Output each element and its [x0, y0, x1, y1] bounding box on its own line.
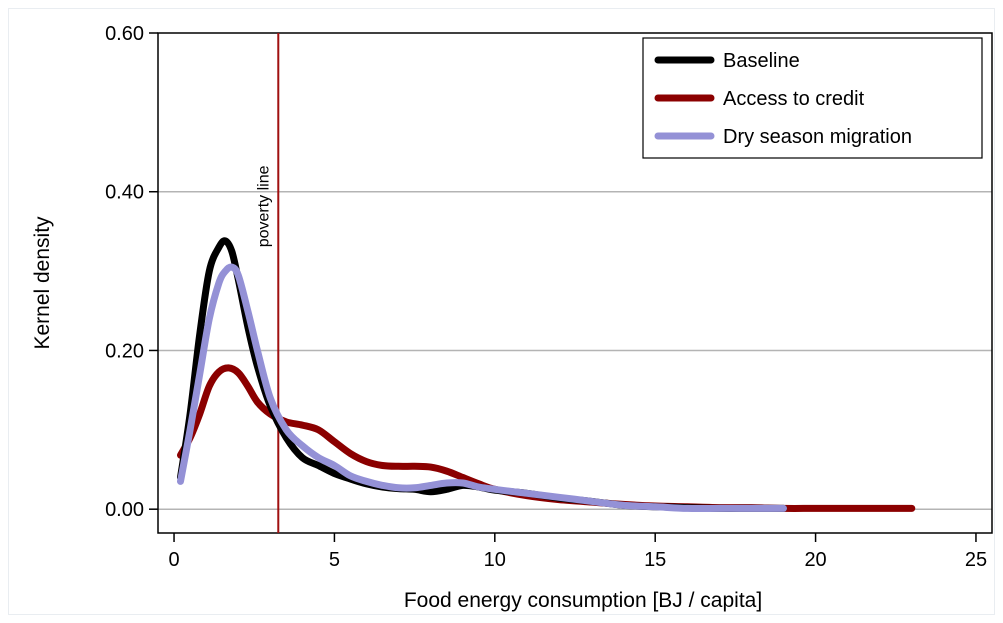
x-tick-label: 0: [168, 549, 179, 571]
y-tick-label: 0.20: [105, 340, 144, 362]
series-line-baseline: [177, 237, 787, 512]
axes: 0.00 0.20 0.40 0.60 0 5 10 15 20 25: [105, 23, 987, 571]
x-axis-title: Food energy consumption [BJ / capita]: [404, 589, 762, 612]
legend: Baseline Access to credit Dry season migra…: [642, 37, 983, 159]
y-tick-label: 0.00: [105, 499, 144, 521]
legend-label: Baseline: [723, 50, 800, 72]
series-line-dry-season-migration: [177, 263, 787, 513]
x-tick-label: 20: [804, 549, 826, 571]
plot-area: [157, 32, 993, 534]
poverty-line-label: poverty line: [255, 165, 272, 247]
series-lines: [177, 237, 916, 513]
x-tick-label: 25: [965, 549, 987, 571]
y-axis-title: Kernel density: [31, 216, 54, 350]
y-tick-label: 0.60: [105, 23, 144, 45]
legend-label: Dry season migration: [723, 126, 912, 148]
x-tick-label: 15: [644, 549, 666, 571]
y-tick-label: 0.40: [105, 182, 144, 204]
legend-label: Access to credit: [723, 88, 865, 110]
gridlines: [158, 190, 992, 510]
x-tick-label: 5: [329, 549, 340, 571]
x-tick-label: 10: [484, 549, 506, 571]
